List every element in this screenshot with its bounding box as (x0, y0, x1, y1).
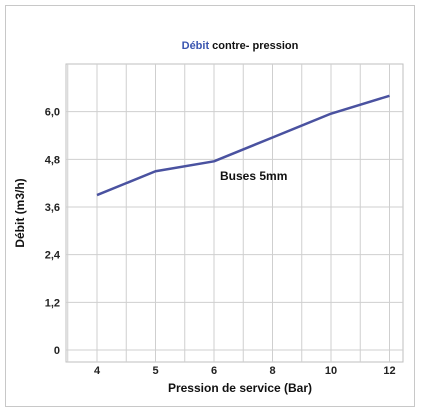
y-tick-label: 1,2 (45, 297, 60, 309)
x-axis-label: Pression de service (Bar) (168, 381, 312, 395)
y-tick-label: 0 (54, 345, 60, 357)
series-group (96, 94, 390, 197)
chart-title-rest: contre- pression (209, 40, 299, 52)
x-tick-label: 8 (269, 365, 275, 377)
y-tick-label: 2,4 (45, 250, 61, 262)
y-tick-label: 6,0 (45, 107, 60, 119)
x-tick-label: 6 (211, 365, 217, 377)
series-line (96, 94, 390, 197)
y-tick-label: 4,8 (45, 154, 60, 166)
plot-area (65, 63, 404, 363)
y-tick-labels: 0 1,2 2,4 3,6 4,8 6,0 (45, 107, 61, 357)
x-tick-label: 12 (383, 365, 395, 377)
x-tick-label: 5 (152, 365, 158, 377)
chart-title: Débit contre- pression (182, 40, 299, 52)
x-tick-labels: 4 5 6 8 10 12 (94, 365, 396, 377)
y-tick-label: 3,6 (45, 202, 60, 214)
y-axis-label: Débit (m3/h) (13, 178, 27, 247)
x-tick-label: 4 (94, 365, 101, 377)
x-tick-label: 10 (325, 365, 337, 377)
series-annotation: Buses 5mm (220, 169, 287, 183)
chart-title-highlight: Débit (182, 40, 210, 52)
